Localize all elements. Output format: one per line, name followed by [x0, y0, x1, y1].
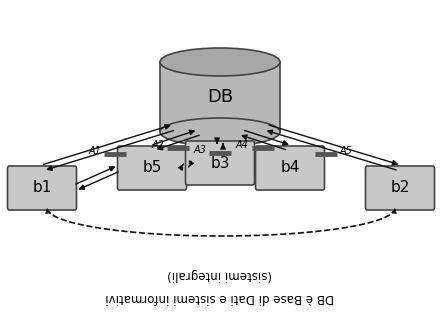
Text: A5: A5: [340, 146, 353, 156]
FancyBboxPatch shape: [366, 166, 434, 210]
Text: b4: b4: [280, 160, 300, 175]
Text: DB è Base di Dati e sistemi informativi: DB è Base di Dati e sistemi informativi: [106, 292, 334, 304]
Text: A2: A2: [152, 140, 164, 150]
Bar: [160, 62, 280, 132]
Text: b1: b1: [32, 180, 52, 195]
Ellipse shape: [160, 118, 280, 146]
Text: A4: A4: [235, 140, 248, 150]
Text: b2: b2: [390, 180, 410, 195]
FancyBboxPatch shape: [186, 141, 254, 185]
FancyBboxPatch shape: [117, 146, 187, 190]
Text: b3: b3: [210, 155, 230, 171]
Text: (sistemi integrali): (sistemi integrali): [168, 269, 273, 281]
FancyBboxPatch shape: [7, 166, 76, 210]
Text: A1: A1: [88, 146, 101, 156]
Text: b5: b5: [142, 160, 162, 175]
Text: A3: A3: [193, 145, 206, 154]
FancyBboxPatch shape: [255, 146, 325, 190]
Ellipse shape: [160, 48, 280, 76]
Text: DB: DB: [207, 88, 233, 106]
